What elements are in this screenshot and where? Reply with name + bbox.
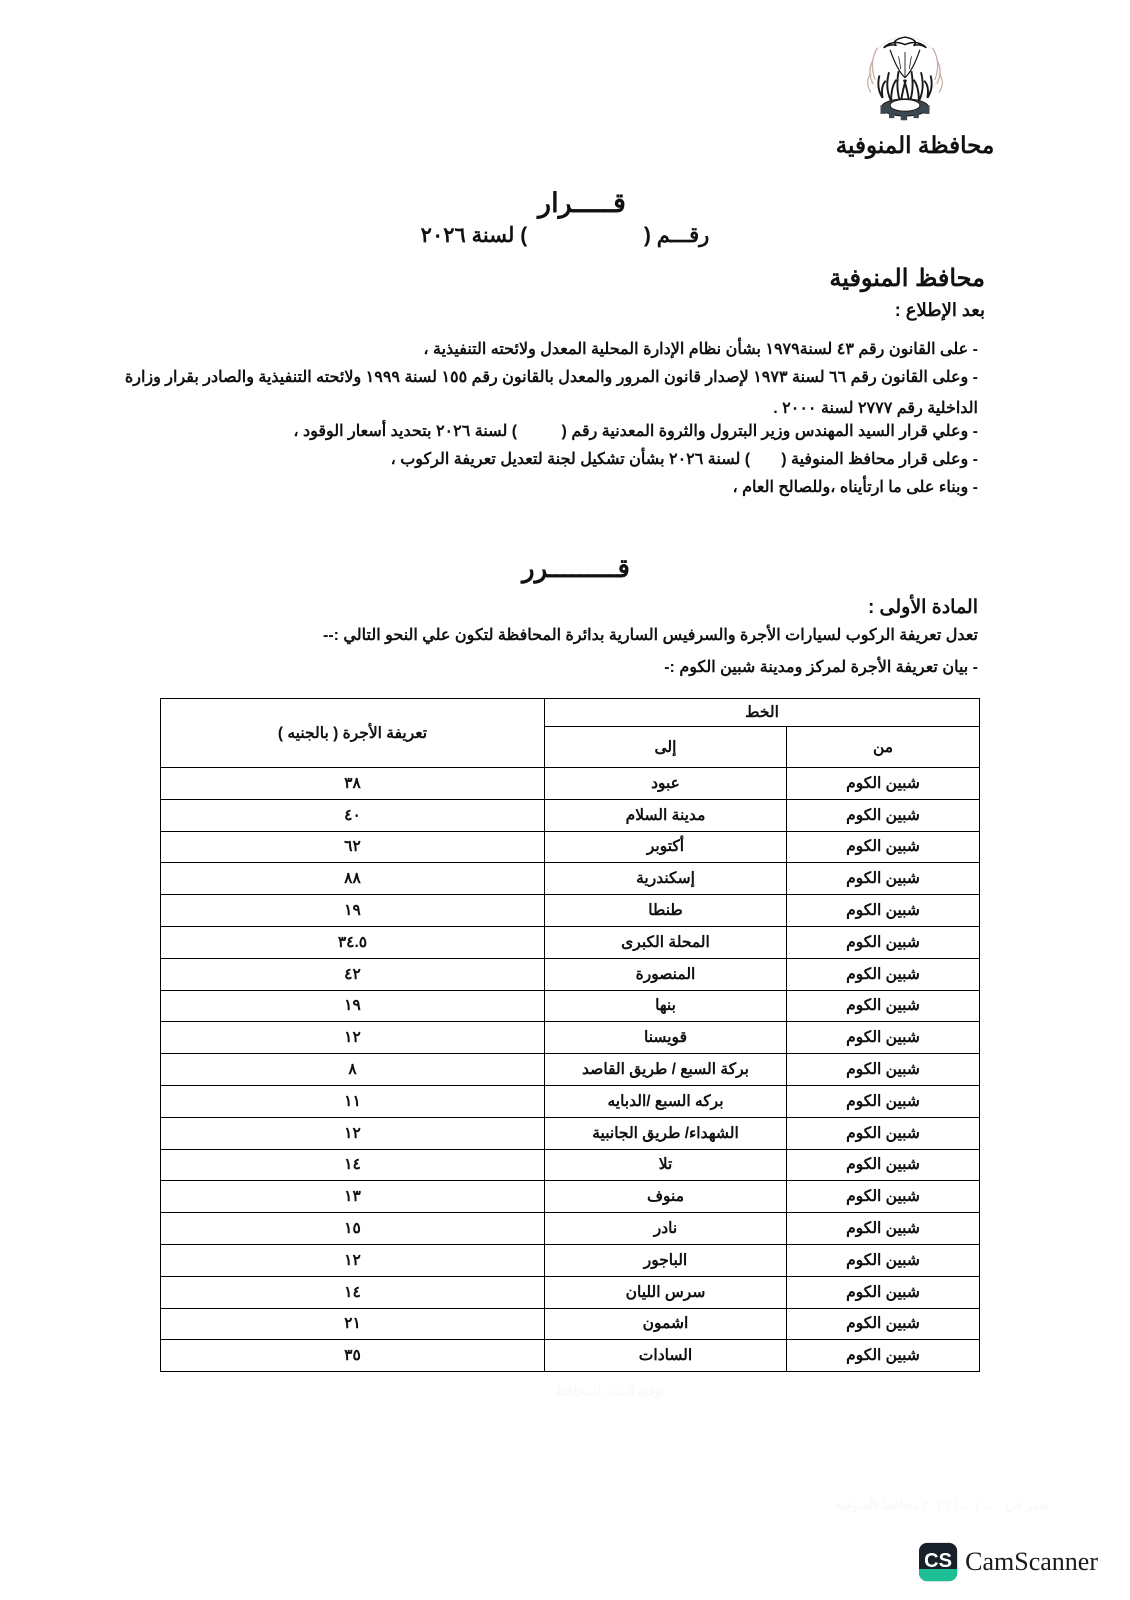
svg-text:CS: CS	[924, 1550, 952, 1572]
